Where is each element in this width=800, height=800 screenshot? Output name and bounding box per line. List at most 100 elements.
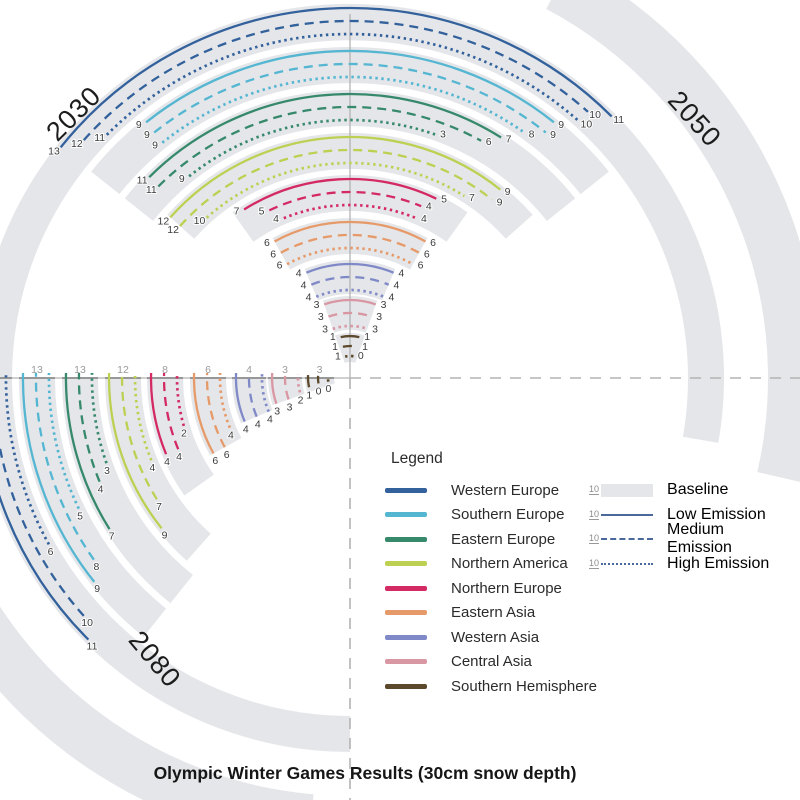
baseline-value-label: 6	[205, 364, 211, 376]
legend-region-item: Eastern Europe	[385, 527, 785, 552]
value-label: 3	[376, 311, 382, 323]
legend-heading: Legend	[391, 450, 443, 467]
legend-style-sample-dotted	[601, 562, 654, 565]
region-color-swatch	[385, 561, 427, 567]
arc-northern-europe-top-Low Emission	[243, 177, 437, 211]
value-label: 6	[277, 260, 283, 272]
legend-region-item: Eastern Asia	[385, 601, 785, 626]
value-label: 4	[176, 451, 182, 463]
arc-western-asia-2080-Low Emission	[234, 372, 246, 423]
arc-western-asia-top-Medium Emission	[310, 275, 390, 286]
value-label: 10	[194, 215, 206, 227]
arc-central-asia-top-Low Emission	[323, 298, 377, 306]
legend-style-item: 10 Medium Emission	[589, 521, 785, 556]
value-label: 3	[322, 324, 328, 336]
value-label: 4	[388, 292, 394, 304]
value-label: 13	[48, 146, 60, 158]
value-label: 9	[152, 139, 158, 151]
value-label: 11	[146, 184, 157, 196]
legend-region-item: Southern Europe	[385, 503, 785, 528]
region-color-swatch	[385, 634, 427, 640]
value-label: 4	[301, 279, 307, 291]
baseline-band-southern-europe	[91, 46, 609, 195]
arc-eastern-asia-2080-Low Emission	[192, 372, 215, 455]
legend-region-item: Western Asia	[385, 625, 785, 650]
arc-southern-hemisphere-top-Medium Emission	[342, 344, 358, 348]
arc-central-asia-2080-Low Emission	[270, 372, 278, 405]
baseline-band-2080-northern-america	[105, 378, 211, 561]
value-label: 4	[421, 213, 427, 225]
outer-ring-segment	[546, 0, 800, 482]
value-label: 3	[314, 299, 320, 311]
legend-region-label: Southern Hemisphere	[451, 677, 597, 695]
arc-eastern-asia-top-Low Emission	[273, 220, 427, 243]
baseline-band-2080-western-europe	[0, 378, 350, 752]
value-label: 6	[224, 449, 230, 461]
value-label: 11	[137, 175, 148, 187]
region-color-swatch	[385, 512, 427, 518]
arc-eastern-europe-top-Low Emission	[148, 92, 502, 179]
arc-northern-europe-top-High Emission	[283, 203, 417, 220]
arc-western-asia-2080-Medium Emission	[247, 372, 258, 418]
arc-central-asia-2080-Medium Emission	[283, 373, 290, 400]
baseline-value-label: 13	[74, 364, 86, 376]
legend-region-item: Western Europe	[385, 478, 785, 503]
legend-style-label: Low Emission	[667, 505, 766, 523]
arc-northern-europe-2080-Medium Emission	[162, 372, 180, 450]
arc-western-europe-2080-Medium Emission	[0, 441, 85, 617]
value-label: 6	[264, 237, 270, 249]
value-label: 3	[372, 324, 378, 336]
value-label: 3	[274, 406, 280, 418]
arc-eastern-europe-top-Medium Emission	[157, 105, 482, 188]
value-label: 9	[136, 119, 142, 131]
arc-northern-america-top-Medium Emission	[179, 148, 493, 227]
region-color-swatch	[385, 487, 427, 493]
value-label: 1	[335, 351, 341, 363]
arc-western-asia-top-High Emission	[315, 288, 385, 298]
legend-region-list: Western Europe Southern Europe Eastern Eur…	[385, 478, 785, 699]
value-label: 7	[469, 192, 475, 204]
value-label: 9	[558, 119, 564, 131]
arc-central-asia-top-Medium Emission	[328, 311, 372, 318]
legend-region-item: Central Asia	[385, 650, 785, 675]
arc-southern-europe-2080-Low Emission	[21, 372, 96, 583]
region-color-swatch	[385, 659, 427, 665]
arc-southern-europe-top-Medium Emission	[153, 62, 547, 134]
value-label: 11	[613, 114, 624, 126]
value-label: 6	[48, 546, 54, 558]
legend-style-item: 10 High Emission	[589, 552, 785, 577]
value-label: 7	[109, 531, 115, 543]
value-label: 7	[156, 501, 162, 513]
value-label: 3	[104, 465, 110, 477]
arc-central-asia-top-High Emission	[332, 324, 368, 331]
value-label: 4	[426, 201, 432, 213]
legend-style-value: 10	[589, 508, 600, 520]
value-label: 9	[144, 129, 150, 141]
value-label: 9	[94, 583, 100, 595]
legend-region-label: Eastern Europe	[451, 530, 556, 548]
legend-style-value: 10	[589, 533, 600, 545]
arc-western-asia-2080-High Emission	[260, 372, 270, 413]
value-label: 8	[93, 561, 99, 573]
legend-style-value: 10	[589, 484, 600, 496]
arc-eastern-asia-top-Medium Emission	[280, 233, 420, 254]
value-label: 5	[77, 510, 83, 522]
baseline-band-2080-eastern-europe	[61, 378, 193, 604]
arc-western-europe-top-High Emission	[105, 32, 581, 136]
value-label: 2	[298, 394, 304, 406]
legend-style-sample-dashed	[601, 538, 654, 541]
value-label: 6	[486, 136, 492, 148]
arc-northern-europe-top-Medium Emission	[268, 190, 422, 212]
arc-northern-america-top-High Emission	[205, 161, 466, 219]
value-label: 0	[316, 385, 322, 397]
value-label: 9	[505, 186, 511, 198]
value-label: 2	[181, 428, 187, 440]
region-color-swatch	[385, 683, 427, 689]
baseline-value-label: 3	[317, 364, 323, 376]
arc-eastern-europe-2080-High Emission	[90, 372, 108, 464]
arc-northern-europe-2080-High Emission	[175, 372, 186, 427]
arc-northern-america-2080-Low Emission	[107, 372, 163, 530]
value-label: 4	[273, 213, 279, 225]
region-color-swatch	[385, 585, 427, 591]
